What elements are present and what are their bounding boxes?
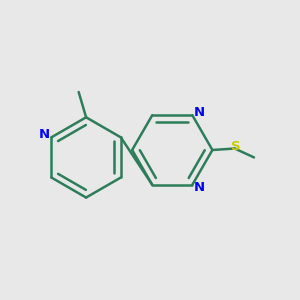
Text: N: N [193, 106, 205, 119]
Text: N: N [39, 128, 50, 142]
Text: S: S [231, 140, 240, 153]
Text: N: N [193, 181, 205, 194]
